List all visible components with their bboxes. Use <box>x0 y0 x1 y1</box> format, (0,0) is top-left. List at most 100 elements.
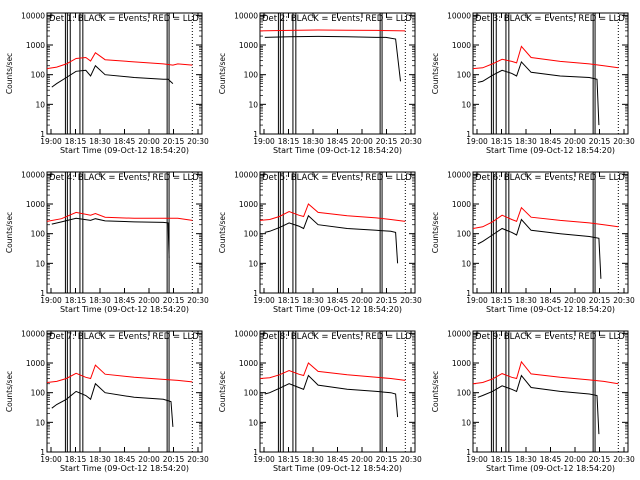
series-line-lld <box>46 364 193 383</box>
y-axis-label: Counts/sec <box>431 212 440 253</box>
series-line-events <box>51 64 174 88</box>
x-tick-label: 19:00 <box>40 455 62 464</box>
y-tick-label: 1 <box>40 289 45 298</box>
x-tick-label: 20:15 <box>376 137 398 146</box>
y-tick-label: 1000 <box>239 41 258 50</box>
chart-panel-6: Det 6: BLACK = Events, RED = LLD 1 10 100 10… <box>431 170 635 314</box>
y-tick-label: 10 <box>35 100 45 109</box>
x-tick-label: 20:15 <box>589 137 611 146</box>
series-line-lld <box>259 29 406 32</box>
y-tick-label: 10000 <box>447 11 471 20</box>
y-tick-label: 10000 <box>447 329 471 338</box>
y-axis-label: Counts/sec <box>218 53 227 94</box>
x-tick-label: 20:30 <box>187 137 209 146</box>
x-tick-label: 20:30 <box>400 296 422 305</box>
x-tick-label: 18:45 <box>327 455 349 464</box>
chart-panel-7: Det 7: BLACK = Events, RED = LLD 1 10 100 10… <box>5 329 209 473</box>
x-axis-label: Start Time (09-Oct-12 18:54:20) <box>486 146 615 155</box>
chart-panel-2: Det 2: BLACK = Events, RED = LLD 1 10 100 10… <box>218 11 422 155</box>
x-tick-label: 20:15 <box>589 296 611 305</box>
x-axis-label: Start Time (09-Oct-12 18:54:20) <box>486 305 615 314</box>
chart-title: Det 9: BLACK = Events, RED = LLD <box>475 332 625 342</box>
chart-panel-9: Det 9: BLACK = Events, RED = LLD 1 10 100 10… <box>431 329 635 473</box>
chart-title: Det 2: BLACK = Events, RED = LLD <box>262 14 412 24</box>
y-axis-label: Counts/sec <box>218 212 227 253</box>
y-tick-label: 1000 <box>452 359 471 368</box>
series-line-events <box>264 35 401 82</box>
y-tick-label: 100 <box>457 230 472 239</box>
y-tick-label: 1 <box>253 289 258 298</box>
x-axis-label: Start Time (09-Oct-12 18:54:20) <box>273 146 402 155</box>
x-tick-label: 20:00 <box>564 455 586 464</box>
x-axis-label: Start Time (09-Oct-12 18:54:20) <box>273 464 402 473</box>
chart-title: Det 4: BLACK = Events, RED = LLD <box>49 173 199 183</box>
x-tick-label: 20:15 <box>376 455 398 464</box>
x-tick-label: 18:15 <box>65 455 87 464</box>
y-tick-label: 10 <box>248 418 258 427</box>
series-line-events <box>264 374 399 418</box>
y-tick-label: 1000 <box>239 200 258 209</box>
x-tick-label: 18:15 <box>491 137 513 146</box>
x-tick-label: 20:15 <box>163 296 185 305</box>
x-tick-label: 18:45 <box>540 455 562 464</box>
x-tick-label: 18:30 <box>89 455 111 464</box>
chart-panel-4: Det 4: BLACK = Events, RED = LLD 1 10 100 10… <box>5 170 209 314</box>
chart-panel-3: Det 3: BLACK = Events, RED = LLD 1 10 100 10… <box>431 11 635 155</box>
chart-title: Det 8: BLACK = Events, RED = LLD <box>262 332 412 342</box>
x-tick-label: 19:00 <box>466 296 488 305</box>
x-tick-label: 19:00 <box>40 137 62 146</box>
x-tick-label: 19:00 <box>253 455 275 464</box>
x-tick-label: 20:00 <box>351 455 373 464</box>
y-tick-label: 1000 <box>26 200 45 209</box>
x-tick-label: 20:00 <box>351 137 373 146</box>
y-tick-label: 10000 <box>21 11 45 20</box>
x-tick-label: 18:30 <box>302 296 324 305</box>
x-tick-label: 20:30 <box>400 137 422 146</box>
series-line-events <box>51 382 174 427</box>
y-tick-label: 100 <box>31 389 46 398</box>
x-tick-label: 18:45 <box>327 137 349 146</box>
y-tick-label: 1000 <box>452 200 471 209</box>
series-line-lld <box>259 203 406 222</box>
x-tick-label: 18:15 <box>491 455 513 464</box>
series-line-lld <box>259 362 406 381</box>
x-tick-label: 19:00 <box>466 137 488 146</box>
chart-panel-8: Det 8: BLACK = Events, RED = LLD 1 10 100 10… <box>218 329 422 473</box>
y-tick-label: 1000 <box>239 359 258 368</box>
chart-panel-1: Det 1: BLACK = Events, RED = LLD 1 10 100 10… <box>5 11 209 155</box>
x-tick-label: 18:45 <box>114 296 136 305</box>
x-tick-label: 20:30 <box>400 455 422 464</box>
y-tick-label: 1000 <box>26 41 45 50</box>
x-axis-label: Start Time (09-Oct-12 18:54:20) <box>60 464 189 473</box>
chart-title: Det 7: BLACK = Events, RED = LLD <box>49 332 199 342</box>
x-tick-label: 18:15 <box>65 296 87 305</box>
x-tick-label: 18:45 <box>540 137 562 146</box>
chart-title: Det 6: BLACK = Events, RED = LLD <box>475 173 625 183</box>
y-tick-label: 1 <box>40 448 45 457</box>
y-tick-label: 100 <box>244 389 259 398</box>
y-tick-label: 100 <box>31 230 46 239</box>
x-tick-label: 20:00 <box>351 296 373 305</box>
y-tick-label: 1 <box>466 289 471 298</box>
series-line-lld <box>472 206 619 229</box>
x-axis-label: Start Time (09-Oct-12 18:54:20) <box>60 146 189 155</box>
x-tick-label: 18:30 <box>302 137 324 146</box>
x-tick-label: 20:15 <box>163 137 185 146</box>
chart-title: Det 5: BLACK = Events, RED = LLD <box>262 173 412 183</box>
x-tick-label: 20:00 <box>138 296 160 305</box>
x-tick-label: 20:30 <box>613 455 635 464</box>
y-axis-label: Counts/sec <box>5 53 14 94</box>
y-tick-label: 100 <box>457 71 472 80</box>
y-tick-label: 10 <box>461 259 471 268</box>
x-tick-label: 19:00 <box>253 296 275 305</box>
x-tick-label: 18:45 <box>327 296 349 305</box>
x-tick-label: 20:15 <box>589 455 611 464</box>
x-tick-label: 18:30 <box>515 296 537 305</box>
x-tick-label: 19:00 <box>466 455 488 464</box>
x-tick-label: 18:30 <box>302 455 324 464</box>
x-tick-label: 19:00 <box>253 137 275 146</box>
series-line-events <box>477 60 600 126</box>
x-axis-label: Start Time (09-Oct-12 18:54:20) <box>486 464 615 473</box>
y-tick-label: 1 <box>40 130 45 139</box>
